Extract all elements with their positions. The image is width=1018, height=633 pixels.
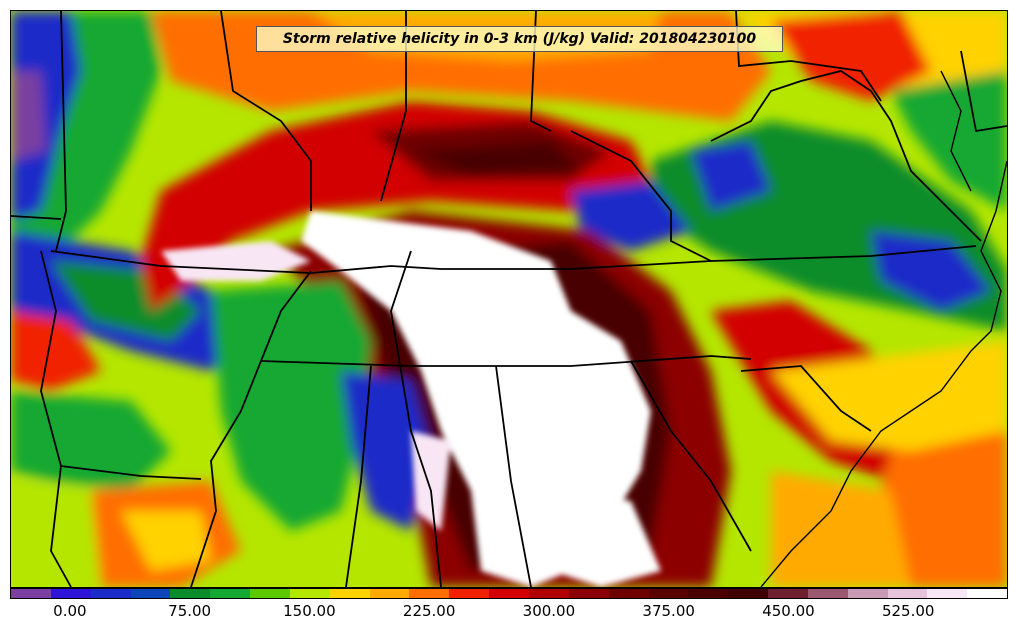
map-title: Storm relative helicity in 0-3 km (J/kg)… <box>256 26 783 52</box>
colorbar-segment <box>489 589 529 598</box>
colorbar-segment <box>250 589 290 598</box>
colorbar-tick-label: 450.00 <box>762 602 815 620</box>
colorbar-segment <box>11 589 51 598</box>
map-frame: Storm relative helicity in 0-3 km (J/kg)… <box>10 10 1008 588</box>
colorbar-tick-label: 300.00 <box>522 602 576 620</box>
colorbar-segment <box>130 589 171 598</box>
colorbar-segment <box>768 589 808 598</box>
colorbar-segment <box>369 589 410 598</box>
colorbar-segment <box>90 589 131 598</box>
colorbar-tick-label: 225.00 <box>402 602 456 620</box>
colorbar-tick-label: 150.00 <box>283 602 336 620</box>
colorbar-segment <box>728 589 769 598</box>
colorbar-segment <box>170 589 211 598</box>
colorbar-segment <box>648 589 689 598</box>
colorbar-segment <box>449 589 490 598</box>
colorbar-segment <box>927 589 968 598</box>
colorbar-segment <box>409 589 450 598</box>
colorbar-segment <box>210 589 251 598</box>
colorbar-segment <box>608 589 649 598</box>
colorbar-segment <box>807 589 848 598</box>
colorbar-segment <box>967 589 1008 598</box>
colorbar-tick-label: 525.00 <box>881 602 935 620</box>
colorbar-labels: 0.00 75.00 150.00 225.00 300.00 375.00 450.00 5… <box>10 602 1008 622</box>
coastline <box>760 70 1007 587</box>
colorbar <box>10 588 1008 599</box>
helicity-map <box>11 11 1007 587</box>
colorbar-tick-label: 75.00 <box>168 602 212 620</box>
colorbar-tick-label: 0.00 <box>53 602 87 620</box>
colorbar-segment <box>887 589 928 598</box>
colorbar-segment <box>329 589 370 598</box>
colorbar-tick-label: 375.00 <box>642 602 695 620</box>
colorbar-segment <box>847 589 888 598</box>
colorbar-segment <box>528 589 569 598</box>
colorbar-segment <box>688 589 729 598</box>
colorbar-segment <box>568 589 609 598</box>
colorbar-segment <box>50 589 91 598</box>
colorbar-segment <box>289 589 330 598</box>
